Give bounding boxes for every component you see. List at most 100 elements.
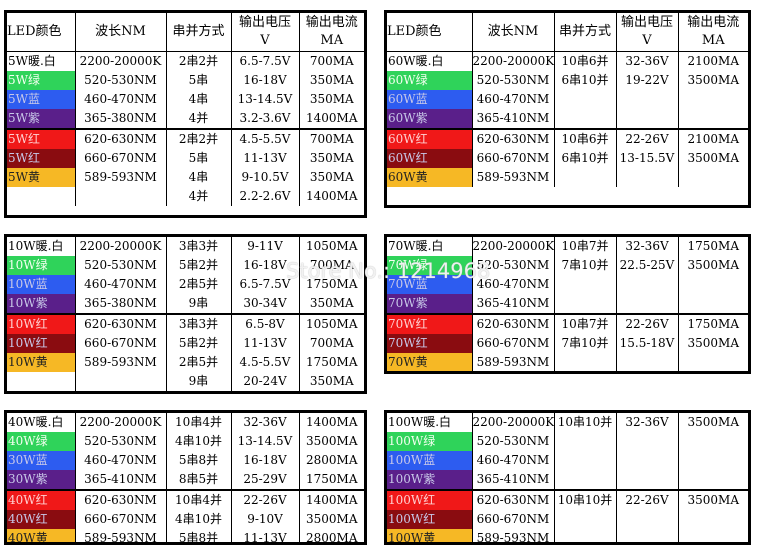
led-color-cell: 60W黄	[387, 168, 473, 187]
led-color-cell: 40W红	[7, 510, 76, 529]
table-row: 100W红 660-670NM	[387, 510, 748, 529]
table-row: 70W绿 520-530NM 7串10并 22.5-25V 3500MA	[387, 256, 748, 275]
table-row: 5W黄 589-593NM 4串 9-10.5V 350MA	[7, 168, 364, 187]
current-cell: 700MA	[299, 128, 364, 149]
voltage-cell: 25-29V	[231, 470, 300, 490]
voltage-cell	[616, 168, 679, 187]
current-cell	[678, 90, 748, 109]
current-cell	[678, 294, 748, 314]
table-row: 4并 2.2-2.6V 1400MA	[7, 187, 364, 206]
led-color-cell: 5W红	[7, 149, 76, 168]
connection-cell	[554, 451, 617, 470]
current-cell	[678, 432, 748, 451]
wavelength-cell	[75, 187, 167, 206]
led-color-cell: 10W暖.白	[7, 237, 76, 256]
connection-cell: 8串5并	[166, 470, 232, 490]
voltage-cell	[616, 510, 679, 529]
current-cell: 3500MA	[687, 258, 740, 272]
spec-table-40w: 40W暖.白 2200-20000K 10串4并 32-36V 1400MA 40W绿 52…	[4, 410, 367, 545]
current-cell: 3500MA	[687, 73, 740, 87]
connection-cell: 7串10并	[554, 334, 617, 353]
header-led-color: LED颜色	[387, 13, 473, 52]
wavelength-cell: 660-670NM	[75, 149, 167, 168]
connection-cell: 3串3并	[166, 237, 232, 256]
wavelength-cell: 2200-20000K	[472, 51, 555, 71]
led-color-cell: 10W红	[7, 313, 76, 334]
led-color-cell: 60W红	[387, 149, 473, 168]
connection-cell: 4串10并	[166, 432, 232, 451]
table-row: 60W红 620-630NM 10串6并 22-26V 2100MA	[387, 128, 748, 149]
led-color-cell: 100W红	[387, 489, 473, 510]
wavelength-cell: 460-470NM	[472, 90, 555, 109]
voltage-cell: 22-26V	[616, 128, 679, 149]
table-row: 5W绿 520-530NM 5串 16-18V 350MA	[7, 71, 364, 90]
current-cell: 3500MA	[687, 415, 740, 429]
voltage-cell: 22-26V	[231, 489, 300, 510]
current-cell: 3500MA	[306, 512, 358, 526]
current-cell: 1400MA	[306, 415, 358, 429]
voltage-cell: 32-36V	[616, 413, 679, 432]
connection-cell	[554, 510, 617, 529]
wavelength-cell: 660-670NM	[472, 149, 555, 168]
current-cell: 3500MA	[687, 336, 740, 350]
table-row: 5W紫 365-380NM 4并 3.2-3.6V 1400MA	[7, 109, 364, 129]
voltage-cell: 22-26V	[616, 313, 679, 334]
wavelength-cell: 589-593NM	[75, 168, 167, 187]
current-cell: 700MA	[309, 336, 354, 350]
led-color-cell: 60W绿	[387, 71, 473, 90]
voltage-cell	[616, 451, 679, 470]
led-color-cell: 100W绿	[387, 432, 473, 451]
connection-cell: 2串2并	[166, 51, 232, 71]
connection-cell: 10串4并	[166, 413, 232, 432]
table-row: 70W暖.白 2200-20000K 10串7并 32-36V 1750MA	[387, 237, 748, 256]
connection-cell: 5串2并	[166, 334, 232, 353]
led-color-cell: 10W紫	[7, 294, 76, 314]
table-5w: LED颜色 波长NM 串并方式 输出电压 V 输出电流 MA 5W暖.白 2200-2000…	[7, 13, 364, 206]
voltage-cell: 13-14.5V	[231, 432, 300, 451]
wavelength-cell: 520-530NM	[472, 432, 555, 451]
header-row: LED颜色 波长NM 串并方式 输出电压 V 输出电流 MA	[7, 13, 364, 52]
table-row: 100W黄 589-593NM	[387, 529, 748, 542]
connection-cell: 4串	[166, 90, 232, 109]
voltage-cell: 19-22V	[616, 71, 679, 90]
table-row: 60W黄 589-593NM	[387, 168, 748, 187]
led-color-cell: 10W红	[7, 334, 76, 353]
voltage-cell: 13-14.5V	[231, 90, 300, 109]
wavelength-cell	[75, 372, 167, 391]
connection-cell: 9串	[166, 372, 232, 391]
connection-cell	[554, 90, 617, 109]
header-voltage: 输出电压 V	[231, 13, 300, 52]
table-row: 100W紫 365-410NM	[387, 470, 748, 490]
led-color-cell: 70W暖.白	[387, 237, 473, 256]
wavelength-cell: 620-630NM	[75, 128, 167, 149]
led-color-cell: 40W绿	[7, 432, 76, 451]
led-color-cell: 100W蓝	[387, 451, 473, 470]
led-color-cell: 5W蓝	[7, 90, 76, 109]
connection-cell: 10串7并	[554, 237, 617, 256]
led-color-cell: 70W蓝	[387, 275, 473, 294]
header-wavelength: 波长NM	[472, 13, 555, 52]
table-row: 5W红 660-670NM 5串 11-13V 350MA	[7, 149, 364, 168]
current-cell: 700MA	[309, 258, 354, 272]
led-color-cell	[7, 187, 76, 206]
voltage-cell: 3.2-3.6V	[231, 109, 300, 129]
header-current: 输出电流 MA	[299, 13, 364, 52]
current-cell	[678, 470, 748, 490]
led-color-cell: 5W暖.白	[7, 51, 76, 71]
led-color-cell: 100W黄	[387, 529, 473, 542]
connection-cell: 3串3并	[166, 313, 232, 334]
table-row: 10W暖.白 2200-20000K 3串3并 9-11V 1050MA	[7, 237, 364, 256]
spec-table-10w: 10W暖.白 2200-20000K 3串3并 9-11V 1050MA 10W绿 520-…	[4, 234, 367, 394]
voltage-cell: 13-15.5V	[616, 149, 679, 168]
connection-cell: 5串	[166, 71, 232, 90]
header-connection: 串并方式	[554, 13, 617, 52]
current-cell	[678, 510, 748, 529]
connection-cell	[554, 529, 617, 542]
led-color-cell	[7, 372, 76, 391]
voltage-cell: 20-24V	[231, 372, 300, 391]
table-10w: 10W暖.白 2200-20000K 3串3并 9-11V 1050MA 10W绿 520-…	[7, 237, 364, 391]
current-cell: 350MA	[309, 151, 354, 165]
led-color-cell: 100W红	[387, 510, 473, 529]
wavelength-cell: 365-410NM	[472, 294, 555, 314]
led-color-cell: 60W暖.白	[387, 51, 473, 71]
